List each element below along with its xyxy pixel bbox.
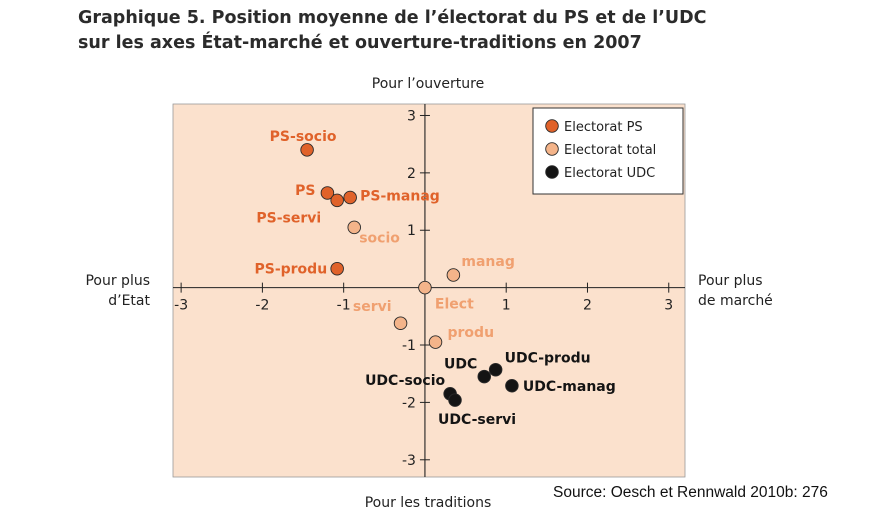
points-group: PS-socio PS PS-servi PS-manag PS-produ socio m… [254, 129, 615, 428]
chart-title-line-2: sur les axes État-marché et ouverture-tr… [78, 33, 642, 53]
legend-label-udc: Electorat UDC [564, 166, 655, 181]
point-udc-manag [505, 379, 519, 393]
y-tick-label: -1 [402, 338, 416, 354]
point-label-udc-socio: UDC-socio [365, 373, 445, 389]
point-label-ps-socio: PS-socio [270, 129, 337, 145]
chart-title: Graphique 5. Position moyenne de l’élect… [78, 6, 706, 56]
x-tick-label: -1 [337, 298, 351, 314]
point-label-socio: socio [359, 230, 400, 246]
x-tick-label: 1 [502, 298, 511, 314]
point-label-udc-servi: UDC-servi [438, 412, 516, 428]
point-servi [393, 316, 408, 330]
point-label-udc: UDC [444, 357, 477, 373]
axis-label-right-line-2: de marché [698, 293, 773, 309]
legend: Electorat PS Electorat total Electorat UDC [532, 107, 684, 195]
point-label-ps: PS [295, 183, 315, 199]
point-ps-socio [300, 143, 314, 157]
point-label-ps-servi: PS-servi [256, 210, 321, 226]
point-udc-servi [448, 393, 462, 407]
x-tick-label: 3 [664, 298, 673, 314]
point-label-ps-produ: PS-produ [254, 262, 327, 278]
x-tick-label: -2 [255, 298, 269, 314]
axis-label-bottom: Pour les traditions [365, 495, 492, 511]
chart-title-line-1: Graphique 5. Position moyenne de l’élect… [78, 8, 707, 28]
axis-label-top: Pour l’ouverture [372, 76, 484, 92]
point-ps [320, 186, 335, 200]
y-tick-label: 1 [407, 223, 416, 239]
point-label-produ: produ [448, 325, 495, 341]
legend-marker-ps [545, 119, 559, 133]
axis-label-left-line-2: d’Etat [108, 293, 150, 309]
x-tick-label: -3 [174, 298, 188, 314]
axis-label-left-line-1: Pour plus [85, 273, 150, 289]
point-elect [418, 280, 432, 295]
point-ps-produ [330, 261, 344, 276]
point-label-udc-produ: UDC-produ [505, 351, 591, 367]
legend-label-ps: Electorat PS [564, 120, 643, 135]
x-tick-label: 2 [583, 298, 592, 314]
point-label-elect: Elect [435, 297, 474, 313]
legend-label-total: Electorat total [564, 143, 656, 158]
point-label-ps-manag: PS-manag [360, 189, 440, 205]
ticks-group: -3 -2 -1 1 2 3 3 2 1 -1 -2 -3 [174, 108, 673, 468]
y-tick-label: -3 [402, 453, 416, 469]
point-label-udc-manag: UDC-manag [523, 379, 616, 395]
point-label-servi: servi [353, 299, 392, 315]
point-label-manag: manag [461, 254, 514, 270]
legend-marker-total [545, 142, 559, 156]
y-tick-label: 2 [407, 166, 416, 182]
source-note: Source: Oesch et Rennwald 2010b: 276 [553, 484, 828, 501]
y-tick-label: -2 [402, 395, 416, 411]
y-tick-label: 3 [407, 108, 416, 124]
point-udc-produ [488, 362, 503, 377]
point-udc [477, 369, 492, 384]
legend-marker-udc [545, 165, 559, 179]
point-manag [446, 268, 461, 282]
point-ps-servi [330, 193, 344, 208]
point-ps-manag [343, 190, 357, 205]
point-socio [347, 220, 361, 235]
point-produ [428, 335, 443, 349]
axis-label-right-line-1: Pour plus [698, 273, 763, 289]
